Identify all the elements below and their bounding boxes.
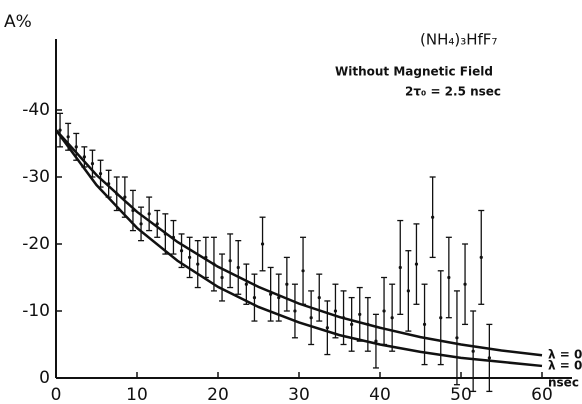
data-point [453,290,460,386]
data-point [348,296,355,352]
data-point [486,323,493,393]
data-point [421,283,428,366]
data-point [470,310,477,393]
data-point [251,273,258,322]
data-point [227,233,234,289]
subtitle: Without Magnetic Field [335,65,493,79]
fit-curve [55,129,543,357]
annotation: 2τ₀ = 2.5 nsec [405,85,501,99]
data-point [308,290,315,346]
x-tick-label: 30 [288,385,310,404]
data-point [332,283,339,339]
data-point [397,219,404,316]
data-point [316,273,323,322]
x-tick-label: 50 [450,385,472,404]
y-tick-label: 0 [39,368,50,388]
data-point [413,223,420,305]
x-tick-label: 20 [207,385,229,404]
data-point [372,313,379,369]
data-point [275,273,282,322]
data-point [194,239,201,289]
data-point [381,276,388,346]
fit-curve [54,129,543,368]
data-point [291,283,298,339]
data-point [235,239,242,295]
y-tick-label: -30 [22,167,50,187]
data-point [478,209,485,305]
data-point [97,159,104,188]
chart-title: (NH₄)₃HfF₇ [420,31,497,49]
y-tick-label: -20 [22,234,50,254]
data-point [429,176,436,259]
x-tick-label: 60 [531,385,553,404]
curve-label: λ = 0.04 [548,348,582,362]
data-point [283,256,290,312]
data-point [57,112,64,148]
data-point [356,286,363,342]
data-point [437,270,444,366]
curve-label: λ = 0.05 [548,358,582,372]
data-point [300,236,307,305]
y-axis-label: A% [4,12,32,32]
data-point [178,233,185,269]
y-tick-label: -10 [22,301,50,321]
data-point [462,243,469,326]
data-point [219,253,226,302]
data-point [389,283,396,352]
y-tick-label: -40 [22,100,50,120]
data-point [170,219,177,255]
data-point [445,236,452,319]
data-point [154,209,161,238]
data-point [138,206,145,242]
data-point [186,236,193,279]
x-tick-label: 10 [126,385,148,404]
x-tick-label: 40 [369,385,391,404]
data-point [324,300,331,356]
x-tick-label: 0 [51,385,62,404]
data-point [243,263,250,305]
data-point [405,250,412,332]
data-point [146,196,153,232]
data-point [259,216,266,272]
